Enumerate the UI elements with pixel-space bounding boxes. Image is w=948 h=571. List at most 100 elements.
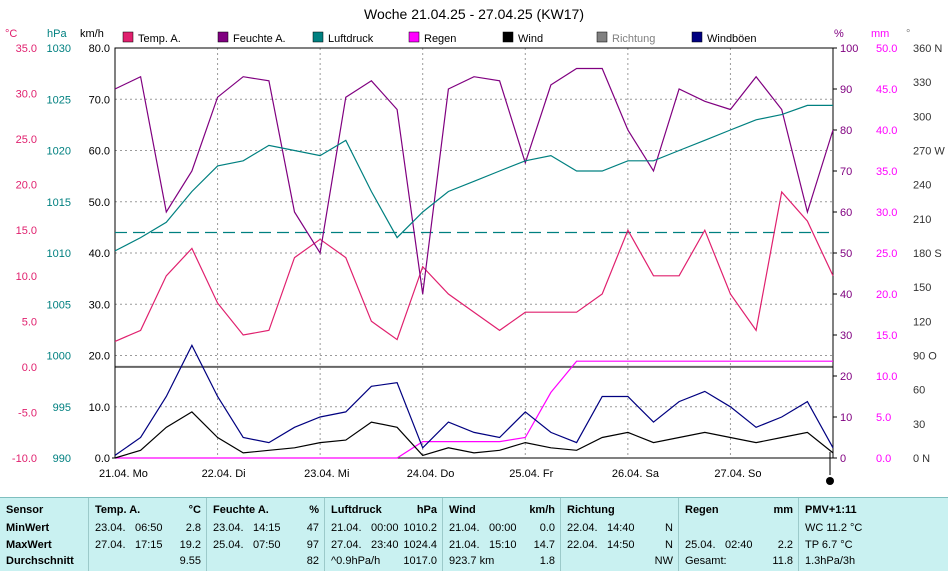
rain-tick-1: 45.0 [876, 84, 897, 96]
stat-max-date-2: 27.04. [331, 539, 362, 551]
wind-tick-7: 10.0 [89, 402, 110, 414]
stat-max-time-4: 14:50 [607, 539, 635, 551]
temp-tick-4: 15.0 [16, 225, 37, 237]
stat-max-time-1: 07:50 [253, 539, 281, 551]
wind-tick-8: 0.0 [95, 453, 110, 465]
stat-min-date-3: 21.04. [449, 522, 480, 534]
direction-tick-2: 300 [913, 111, 931, 123]
cursor-dot [826, 477, 834, 485]
stat-header-1: Feuchte A. [213, 504, 269, 516]
unit-direction: ° [906, 28, 910, 40]
rain-tick-2: 40.0 [876, 125, 897, 137]
chart-title: Woche 21.04.25 - 27.04.25 (KW17) [364, 6, 584, 22]
stat-max-value-3: 14.7 [533, 539, 555, 551]
pressure-tick-5: 1005 [47, 299, 71, 311]
legend-swatch-1 [217, 31, 229, 43]
stat-max-time-0: 17:15 [135, 539, 163, 551]
wind-tick-4: 40.0 [89, 248, 110, 260]
stat-col-2: Luftdruck hPa 21.04. 00:00 1010.2 27.04. 23:40… [324, 498, 443, 571]
series-luftdruck [114, 104, 833, 252]
day-label-2: 23.04. Mi [304, 468, 349, 480]
stat-max-value-2: 1024.4 [403, 539, 437, 551]
wind-tick-2: 60.0 [89, 146, 110, 158]
stat-min-value-2: 1010.2 [403, 522, 437, 534]
stat-col-4: Richtung 22.04. 14:40 N 22.04. 14:50 N NW [560, 498, 679, 571]
stat-avg-value-5: 11.8 [772, 555, 793, 567]
legend-swatch-3 [408, 31, 420, 43]
stat-header-5: Regen [685, 504, 719, 516]
humidity-tick-3: 70 [840, 166, 852, 178]
stat-min-value-3: 0.0 [539, 522, 555, 534]
axes: 35.0 30.0 25.0 20.0 15.0 10.0 5.0 0.0 -5.0 -10.0 1… [12, 43, 945, 465]
day-label-0: 21.04. Mo [99, 468, 148, 480]
weather-chart: Woche 21.04.25 - 27.04.25 (KW17) Temp. A… [5, 6, 945, 485]
temp-tick-6: 5.0 [22, 316, 37, 328]
pressure-tick-4: 1010 [47, 248, 71, 260]
rain-tick-5: 25.0 [876, 248, 897, 260]
stat-max-date-0: 27.04. [95, 539, 126, 551]
row-label-min: MinWert [6, 522, 50, 534]
unit-temp: °C [5, 28, 17, 40]
direction-tick-4: 240 [913, 180, 931, 192]
rain-tick-10: 0.0 [876, 453, 891, 465]
row-label-avg: Durchschnitt [6, 555, 74, 567]
direction-tick-1: 330 [913, 77, 931, 89]
direction-tick-8: 120 [913, 316, 931, 328]
legend-label-1: Feuchte A. [233, 33, 286, 45]
series-layer [114, 67, 834, 485]
pressure-tick-7: 995 [53, 402, 71, 414]
stat-max-time-3: 15:10 [489, 539, 517, 551]
day-label-4: 25.04. Fr [509, 468, 553, 480]
wind-tick-5: 30.0 [89, 299, 110, 311]
series-wind [114, 411, 834, 459]
humidity-tick-6: 40 [840, 289, 852, 301]
stat-col-3: Wind km/h 21.04. 00:00 0.0 21.04. 15:10 14.7 923… [442, 498, 561, 571]
day-label-6: 27.04. So [714, 468, 761, 480]
stat-header-4: Richtung [567, 504, 615, 516]
unit-rain: mm [871, 28, 889, 40]
pressure-tick-1: 1025 [47, 94, 71, 106]
legend-label-0: Temp. A. [138, 33, 181, 45]
pressure-tick-2: 1020 [47, 146, 71, 158]
series-regen [115, 360, 833, 459]
temp-tick-0: 35.0 [16, 43, 37, 55]
wind-tick-3: 50.0 [89, 197, 110, 209]
statistics-table: Sensor MinWert MaxWert Durchschnitt Temp… [0, 497, 948, 571]
unit-wind: km/h [80, 28, 104, 40]
temp-tick-1: 30.0 [16, 89, 37, 101]
stat-col-5: Regen mm 25.04. 02:40 2.2 Gesamt: 11.8 [678, 498, 799, 571]
stat-min-value-0: 2.8 [185, 522, 201, 534]
stat-max-date-3: 21.04. [449, 539, 480, 551]
stat-max-date-4: 22.04. [567, 539, 598, 551]
stat-col-0: Temp. A. °C 23.04. 06:50 2.8 27.04. 17:15 19.2 9… [88, 498, 207, 571]
wind-tick-1: 70.0 [89, 94, 110, 106]
stat-min-value-4: N [665, 522, 673, 534]
unit-humidity: % [834, 28, 844, 40]
stat-avg-value-4: NW [654, 555, 673, 567]
direction-tick-11: 30 [913, 419, 925, 431]
day-label-3: 24.04. Do [407, 468, 455, 480]
stat-unit-1: % [309, 504, 319, 516]
direction-tick-0: 360 N [913, 43, 942, 55]
stat-min-time-3: 00:00 [489, 522, 517, 534]
stat-unit-3: km/h [529, 504, 555, 516]
legend-swatch-0 [122, 31, 134, 43]
pressure-tick-0: 1030 [47, 43, 71, 55]
stat-max-date-5: 25.04. [685, 539, 716, 551]
rain-tick-0: 50.0 [876, 43, 897, 55]
stat-min-date-4: 22.04. [567, 522, 598, 534]
series-temp-a- [114, 190, 834, 342]
series-feuchte-a- [114, 67, 834, 295]
stat-avg-date-2: ^0.9hPa/h [331, 555, 381, 567]
direction-tick-6: 180 S [913, 248, 942, 260]
legend: Temp. A. Feuchte A. Luftdruck Regen Wind Rich… [122, 31, 757, 45]
temp-tick-9: -10.0 [12, 453, 37, 465]
humidity-tick-1: 90 [840, 84, 852, 96]
dew-point: TP 6.7 °C [805, 539, 853, 551]
humidity-tick-0: 100 [840, 43, 858, 55]
temp-tick-3: 20.0 [16, 180, 37, 192]
stat-max-value-0: 19.2 [179, 539, 201, 551]
pressure-tick-6: 1000 [47, 351, 71, 363]
direction-tick-10: 60 [913, 385, 925, 397]
humidity-tick-10: 0 [840, 453, 846, 465]
